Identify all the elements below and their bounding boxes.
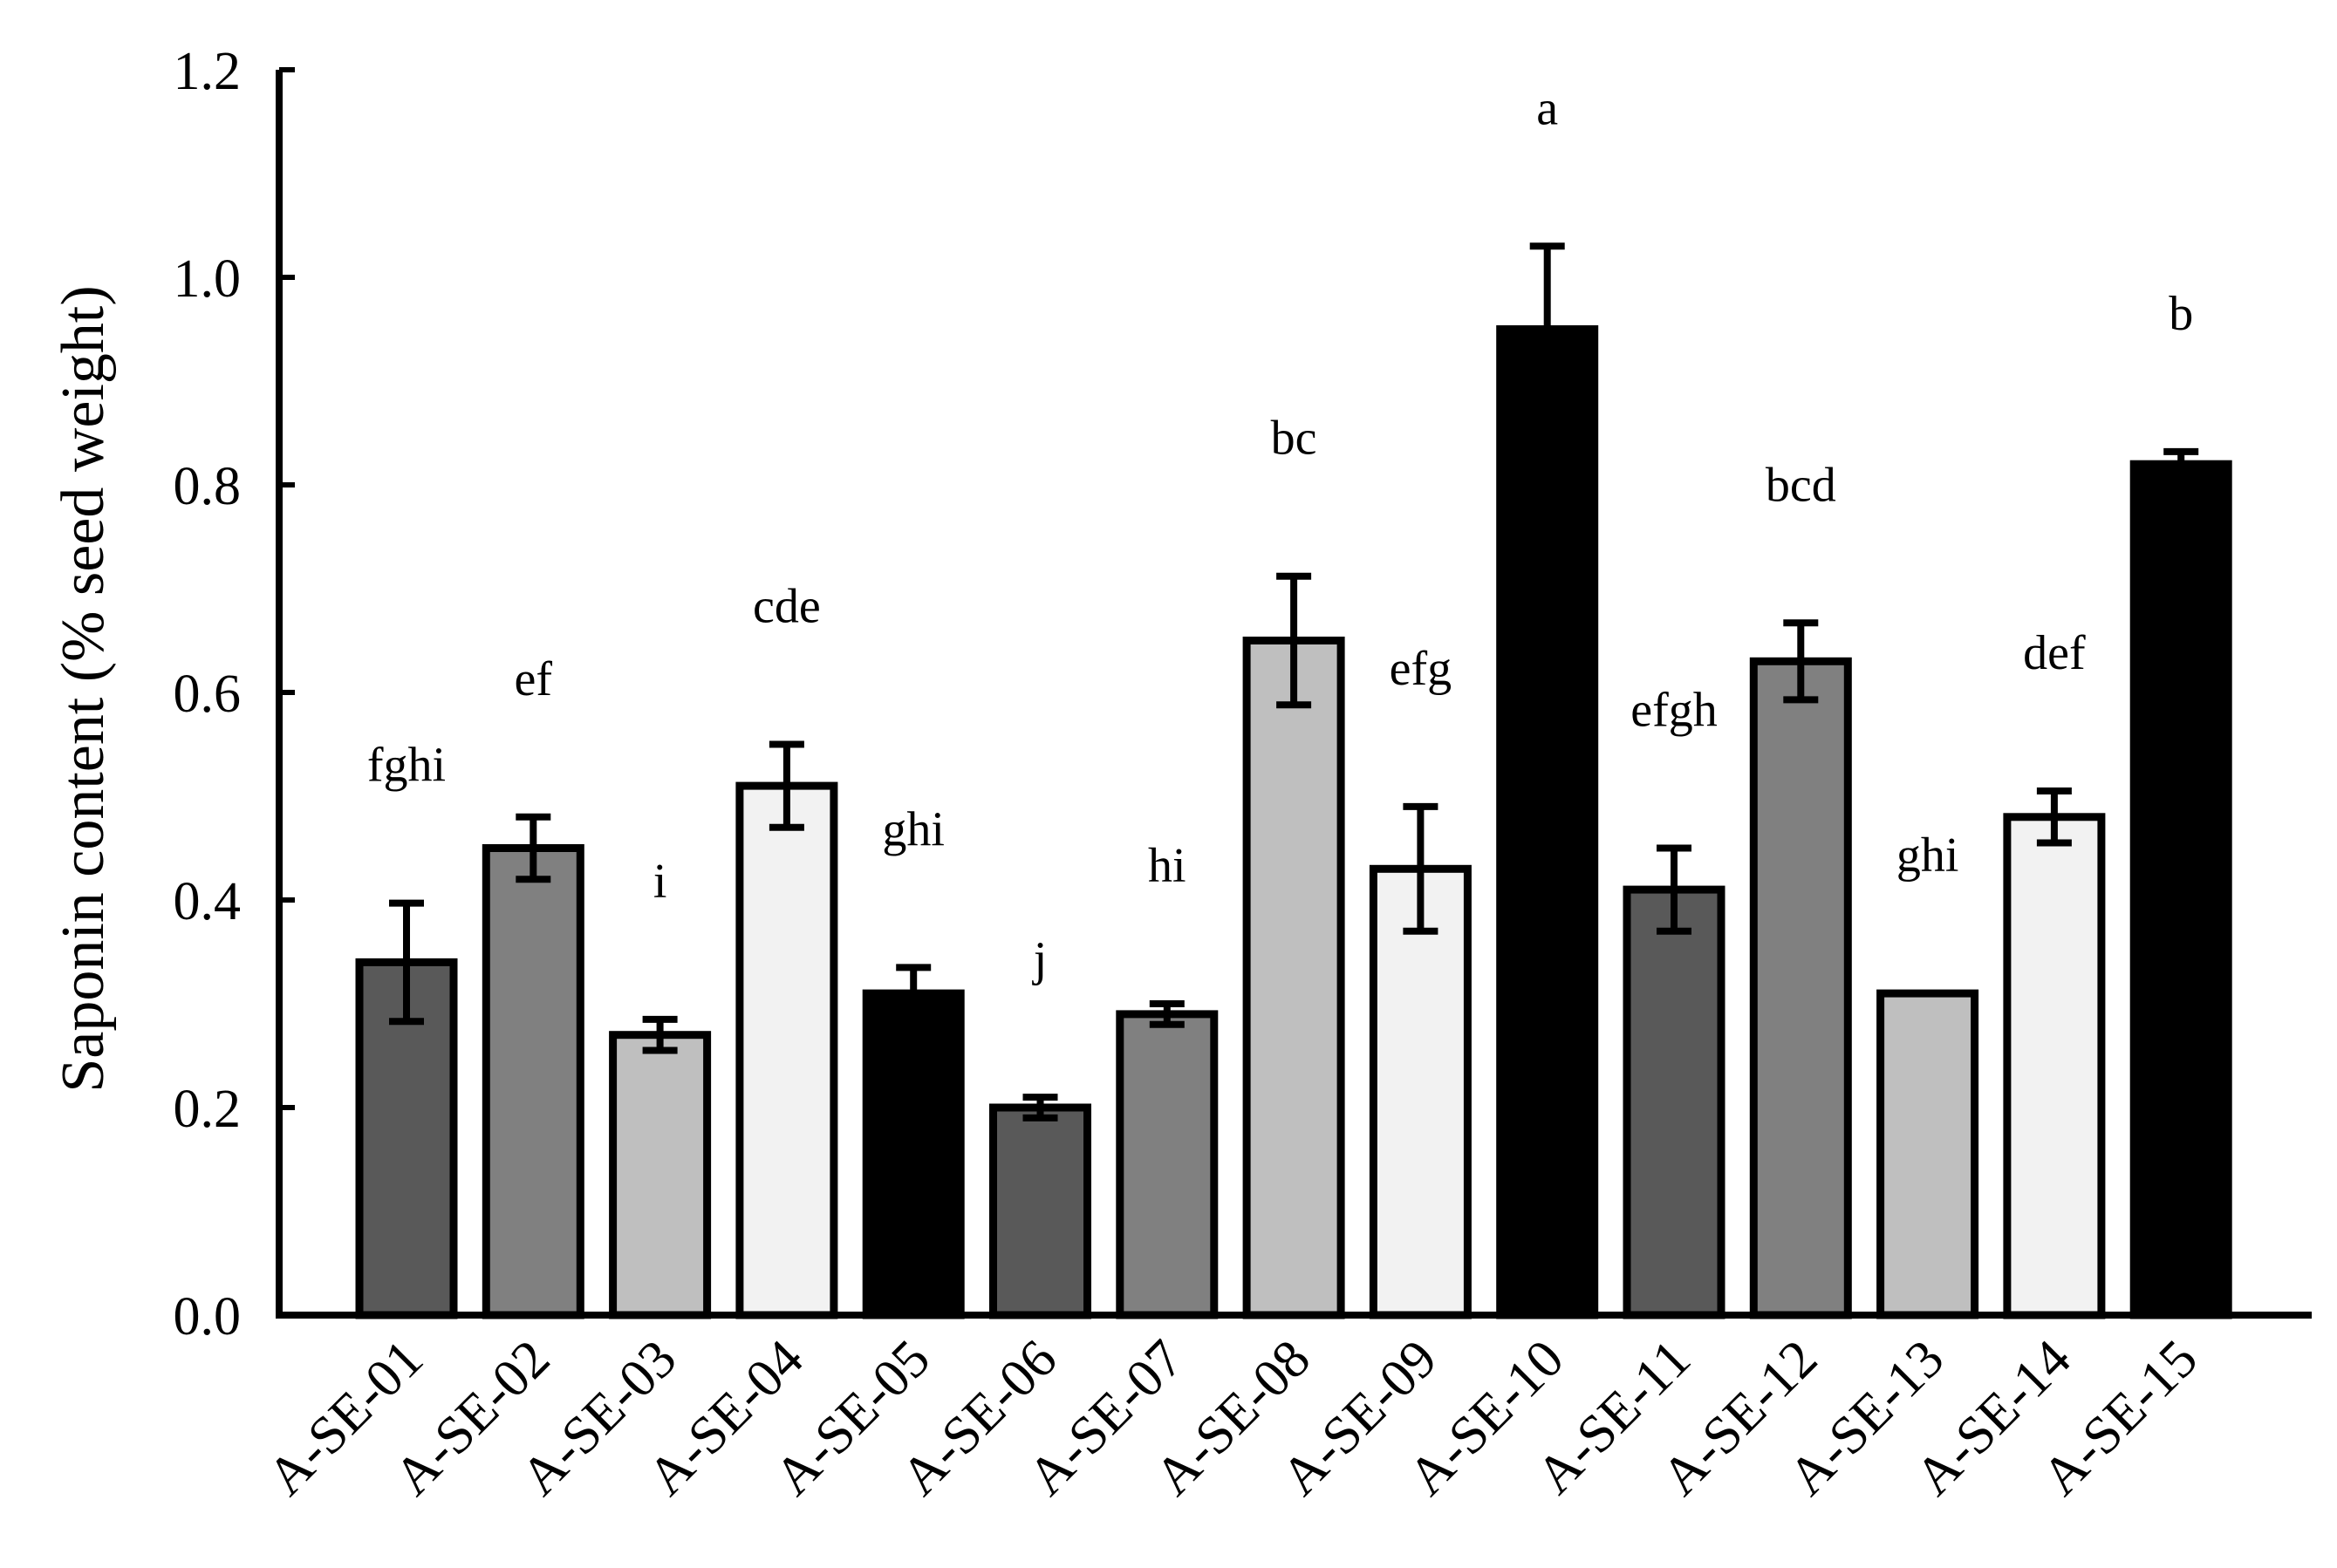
bar-a-se-09 bbox=[1369, 864, 1472, 1319]
y-axis-title: Saponin content (% seed weight) bbox=[50, 285, 117, 1092]
bar-a-se-15 bbox=[2129, 460, 2232, 1319]
significance-label-a-se-09: efg bbox=[1390, 642, 1452, 696]
significance-labels-layer: fghi ef i cde ghi j hi bc efg a efgh bcd ghi def b bbox=[367, 81, 2193, 986]
significance-label-a-se-06: j bbox=[1032, 932, 1048, 986]
y-tick-label-0.2: 0.2 bbox=[174, 1080, 242, 1139]
y-tick-label-1.0: 1.0 bbox=[174, 249, 242, 309]
y-tick-label-1.2: 1.2 bbox=[174, 42, 242, 101]
bar-a-se-05 bbox=[862, 989, 965, 1319]
bar-a-se-04 bbox=[735, 781, 838, 1319]
bar-a-se-10 bbox=[1496, 325, 1599, 1319]
y-tick-label-0.8: 0.8 bbox=[174, 457, 242, 516]
axes-layer bbox=[276, 67, 2312, 1319]
significance-label-a-se-13: ghi bbox=[1896, 828, 1959, 883]
significance-label-a-se-10: a bbox=[1536, 81, 1558, 135]
significance-label-a-se-04: cde bbox=[753, 580, 821, 634]
y-tick-label-0.6: 0.6 bbox=[174, 665, 242, 724]
bar-a-se-02 bbox=[482, 844, 584, 1319]
bars-layer bbox=[355, 325, 2232, 1319]
significance-label-a-se-07: hi bbox=[1148, 839, 1186, 893]
y-tick-labels-layer: 0.0 0.2 0.4 0.6 0.8 1.0 1.2 bbox=[174, 42, 242, 1346]
x-category-labels-layer: A-SE-01A-SE-02A-SE-03A-SE-04A-SE-05A-SE-… bbox=[256, 1329, 2209, 1507]
bar-a-se-14 bbox=[2003, 813, 2106, 1319]
bar-a-se-06 bbox=[989, 1103, 1091, 1319]
bar-a-se-07 bbox=[1116, 1010, 1219, 1319]
bar-a-se-03 bbox=[609, 1031, 712, 1319]
significance-label-a-se-08: bc bbox=[1271, 412, 1317, 466]
significance-label-a-se-12: bcd bbox=[1766, 458, 1836, 512]
y-tick-label-0.0: 0.0 bbox=[174, 1287, 242, 1346]
significance-label-a-se-14: def bbox=[2023, 626, 2086, 680]
bar-a-se-13 bbox=[1876, 989, 1979, 1319]
significance-label-a-se-03: i bbox=[653, 855, 667, 909]
y-tick-label-0.4: 0.4 bbox=[174, 872, 242, 931]
bar-a-se-12 bbox=[1749, 657, 1852, 1319]
significance-label-a-se-02: ef bbox=[515, 652, 553, 706]
error-bars-layer bbox=[389, 242, 2199, 1121]
bar-a-se-11 bbox=[1623, 885, 1725, 1319]
significance-label-a-se-11: efgh bbox=[1630, 684, 1718, 738]
bar-a-se-08 bbox=[1242, 637, 1345, 1319]
significance-label-a-se-01: fghi bbox=[367, 739, 446, 793]
significance-label-a-se-15: b bbox=[2169, 287, 2193, 341]
significance-label-a-se-05: ghi bbox=[882, 802, 945, 856]
